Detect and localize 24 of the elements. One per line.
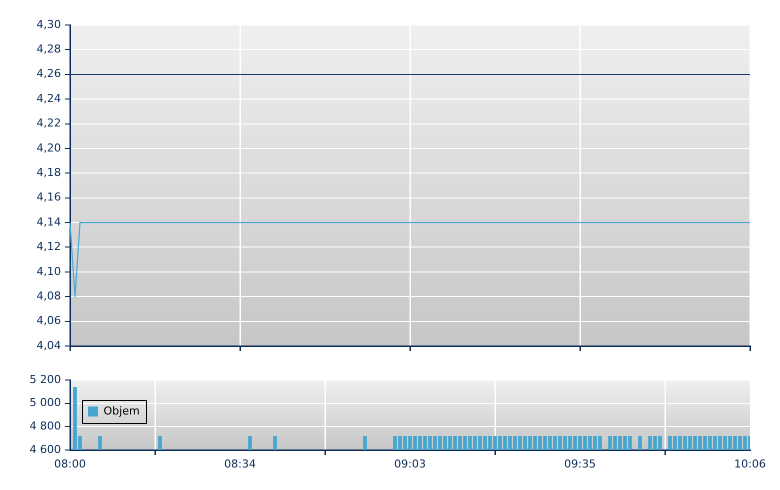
y-tick-label: 4,16 (36, 190, 61, 204)
legend-label: Objem (104, 404, 140, 418)
y-tick-label: 4,24 (36, 92, 61, 105)
y-tick-label: 4,04 (36, 338, 61, 352)
y-tick-label: 4,18 (36, 166, 61, 180)
y-tick-label: 4,20 (36, 141, 61, 154)
y-tick-label: 4,30 (36, 18, 61, 31)
y-tick-label: 5 200 (30, 372, 61, 386)
y-tick-label: 4,26 (36, 67, 61, 80)
y-tick-label: 4,06 (36, 314, 61, 328)
y-tick-label: 4 600 (30, 442, 61, 456)
x-tick-label: 09:03 (394, 457, 426, 470)
y-tick-label: 4,12 (36, 240, 61, 254)
y-tick-label: 4,28 (36, 42, 61, 56)
x-tick-label: 08:00 (54, 457, 86, 470)
x-tick-label: 10:06 (734, 457, 766, 470)
y-tick-label: 5 000 (30, 396, 61, 410)
y-tick-label: 4,10 (36, 264, 61, 278)
y-tick-label: 4,08 (36, 289, 61, 302)
y-tick-label: 4,22 (36, 116, 61, 130)
x-tick-label: 09:35 (564, 457, 596, 470)
y-tick-label: 4,14 (36, 215, 61, 228)
x-tick-label: 08:34 (224, 457, 256, 470)
y-tick-label: 4 800 (30, 420, 61, 433)
